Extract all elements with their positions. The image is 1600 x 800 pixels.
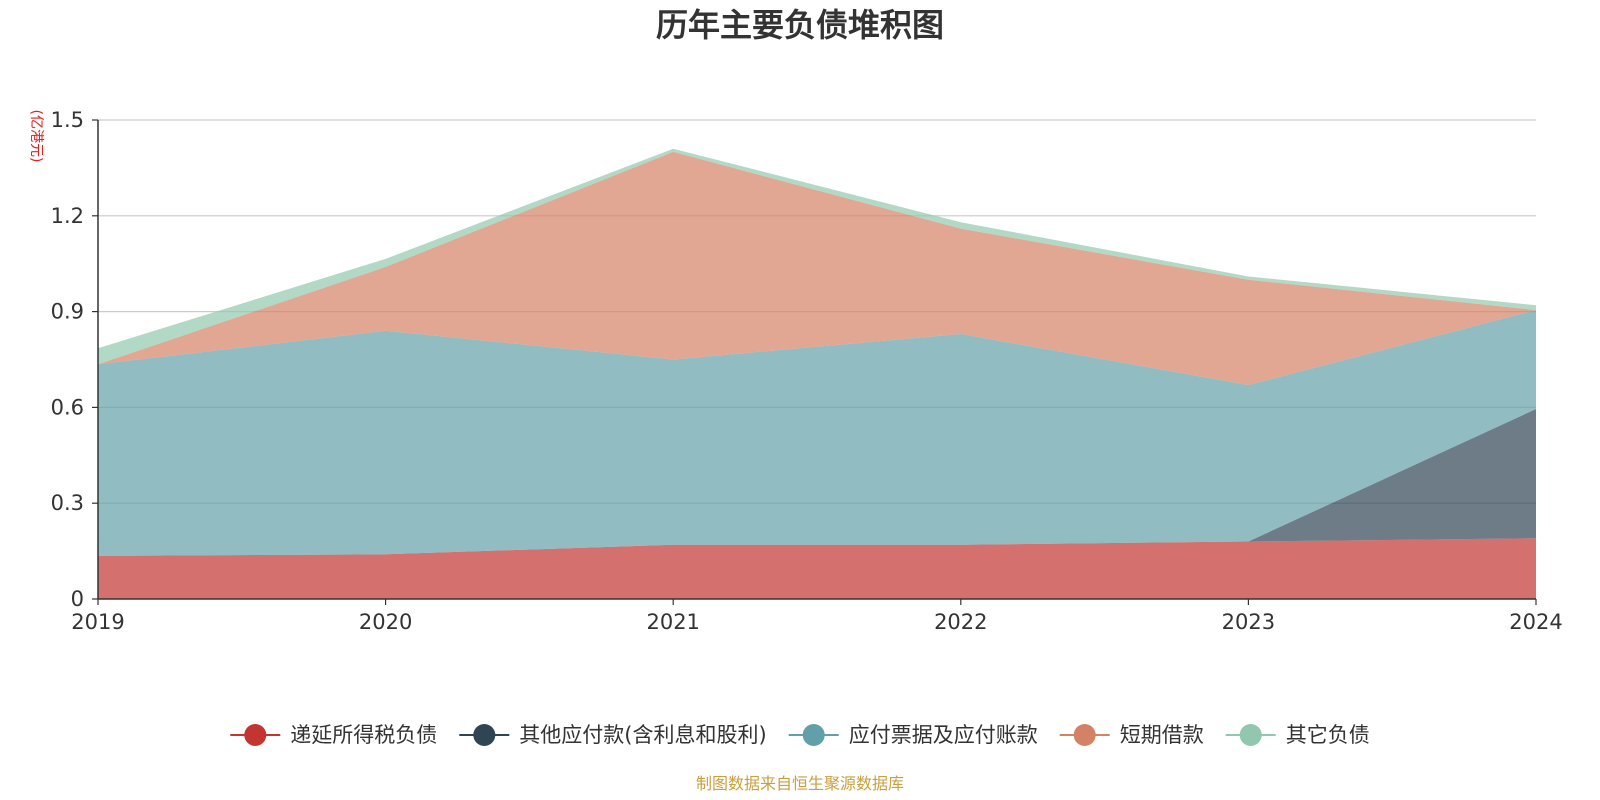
legend-item[interactable]: 递延所得税负债 (230, 723, 437, 747)
area-短期借款 (98, 151, 1536, 385)
legend-marker (1073, 724, 1096, 746)
legend-item[interactable]: 应付票据及应付账款 (788, 723, 1038, 747)
legend-label: 其它负债 (1286, 723, 1370, 747)
y-tick-label: 1.5 (51, 108, 84, 132)
chart-title: 历年主要负债堆积图 (656, 6, 944, 44)
area-递延所得税负债 (98, 538, 1536, 599)
legend[interactable]: 递延所得税负债 其他应付款(含利息和股利) 应付票据及应付账款 短期借款 其它负债 (230, 723, 1370, 747)
area-series (98, 148, 1536, 599)
y-tick-label: 0.3 (51, 491, 84, 515)
legend-label: 应付票据及应付账款 (849, 723, 1038, 747)
y-axis-ticks: 0 0.3 0.6 0.9 1.2 1.5 (51, 108, 98, 611)
x-tick-label: 2023 (1222, 610, 1275, 634)
legend-item[interactable]: 短期借款 (1059, 723, 1204, 747)
legend-marker (1239, 724, 1262, 746)
legend-label: 递延所得税负债 (290, 723, 437, 747)
y-tick-label: 1.2 (51, 204, 84, 228)
legend-marker (473, 724, 496, 746)
legend-item[interactable]: 其它负债 (1225, 723, 1370, 747)
area-应付票据及应付账款 (98, 310, 1536, 556)
x-tick-label: 2020 (359, 610, 412, 634)
data-source-note: 制图数据来自恒生聚源数据库 (696, 774, 904, 793)
x-tick-label: 2021 (646, 610, 699, 634)
legend-marker (244, 724, 267, 746)
legend-item[interactable]: 其他应付款(含利息和股利) (459, 723, 767, 747)
x-tick-label: 2019 (71, 610, 124, 634)
x-tick-label: 2022 (934, 610, 987, 634)
legend-marker (802, 724, 825, 746)
axes (97, 120, 1536, 600)
x-axis-ticks: 2019 2020 2021 2022 2023 2024 (71, 599, 1563, 634)
y-axis-unit-label: (亿港元) (28, 110, 44, 163)
y-tick-label: 0.9 (51, 300, 84, 324)
y-tick-label: 0.6 (51, 395, 84, 419)
legend-label: 其他应付款(含利息和股利) (519, 723, 766, 747)
x-tick-label: 2024 (1509, 610, 1562, 634)
legend-label: 短期借款 (1120, 723, 1204, 747)
y-tick-label: 0 (71, 587, 84, 611)
